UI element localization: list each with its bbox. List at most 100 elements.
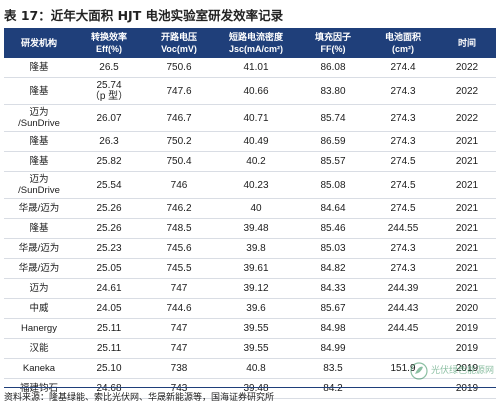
cell-eff: 25.23 (74, 238, 144, 259)
cell-year: 2019 (438, 378, 496, 399)
cell-year: 2019 (438, 358, 496, 379)
cell-jsc: 40.8 (214, 358, 298, 379)
cell-eff: 26.5 (74, 58, 144, 78)
cell-eff: 24.61 (74, 278, 144, 299)
cell-inst: 迈为/SunDrive (4, 171, 74, 199)
table-row: 迈为 24.61 747 39.12 84.33 244.39 2021 (4, 278, 496, 299)
cell-ff: 85.57 (298, 151, 368, 172)
table-body: 隆基 26.5 750.6 41.01 86.08 274.4 2022 隆基 25.74 （p … (4, 58, 496, 399)
cell-ff: 84.2 (298, 378, 368, 399)
cell-area: 274.3 (368, 258, 438, 279)
cell-year: 2021 (438, 218, 496, 239)
table-row: 华晟/迈为 25.26 746.2 40 84.64 274.5 2021 (4, 198, 496, 219)
cell-jsc: 39.48 (214, 218, 298, 239)
cell-year: 2019 (438, 338, 496, 359)
cell-inst: Hanergy (4, 318, 74, 339)
cell-jsc: 39.6 (214, 298, 298, 319)
table-row: 隆基 26.5 750.6 41.01 86.08 274.4 2022 (4, 58, 496, 78)
cell-inst: 隆基 (4, 218, 74, 239)
cell-year: 2021 (438, 278, 496, 299)
table-title: 表 17：近年大面积 HJT 电池实验室研发效率记录 (4, 8, 284, 23)
table-row: 福建钧石 24.68 743 39.48 84.2 2019 (4, 378, 496, 399)
cell-year: 2021 (438, 151, 496, 172)
cell-area: 244.55 (368, 218, 438, 239)
cell-eff: 26.3 (74, 131, 144, 152)
cell-eff: 25.05 (74, 258, 144, 279)
col-header-area: 电池面积 (cm²) (368, 28, 438, 58)
table-row: Hanergy 25.11 747 39.55 84.98 244.45 2019 (4, 318, 496, 339)
cell-voc: 746.7 (144, 104, 214, 132)
cell-ff: 83.80 (298, 77, 368, 105)
leaf-logo-icon (410, 362, 428, 380)
table-row: 华晟/迈为 25.23 745.6 39.8 85.03 274.3 2021 (4, 238, 496, 259)
cell-area: 244.45 (368, 318, 438, 339)
cell-inst: 华晟/迈为 (4, 198, 74, 219)
table-row: 隆基 25.82 750.4 40.2 85.57 274.5 2021 (4, 151, 496, 172)
cell-jsc: 39.55 (214, 338, 298, 359)
cell-jsc: 39.8 (214, 238, 298, 259)
table-row: 迈为/SunDrive 26.07 746.7 40.71 85.74 274.3 2022 (4, 104, 496, 132)
cell-jsc: 40 (214, 198, 298, 219)
cell-jsc: 39.55 (214, 318, 298, 339)
cell-eff: 25.10 (74, 358, 144, 379)
cell-voc: 738 (144, 358, 214, 379)
cell-ff: 84.33 (298, 278, 368, 299)
table-row: 迈为/SunDrive 25.54 746 40.23 85.08 274.5 2021 (4, 171, 496, 199)
cell-jsc: 40.49 (214, 131, 298, 152)
cell-ff: 86.08 (298, 58, 368, 78)
cell-year: 2019 (438, 318, 496, 339)
cell-ff: 84.98 (298, 318, 368, 339)
cell-area (368, 378, 438, 399)
cell-area: 274.3 (368, 131, 438, 152)
table-row: 隆基 26.3 750.2 40.49 86.59 274.3 2021 (4, 131, 496, 152)
cell-area: 244.43 (368, 298, 438, 319)
cell-inst: 隆基 (4, 131, 74, 152)
cell-jsc: 40.66 (214, 77, 298, 105)
cell-eff: 25.11 (74, 338, 144, 359)
cell-eff: 26.07 (74, 104, 144, 132)
source-note: 资料来源：隆基绿能、索比光伏网、华晟新能源等，国海证券研究所 (4, 387, 496, 403)
cell-voc: 744.6 (144, 298, 214, 319)
cell-ff: 84.64 (298, 198, 368, 219)
cell-jsc: 40.2 (214, 151, 298, 172)
cell-voc: 745.5 (144, 258, 214, 279)
cell-area: 274.5 (368, 171, 438, 199)
cell-inst: 隆基 (4, 151, 74, 172)
cell-eff: 25.54 (74, 171, 144, 199)
cell-area: 274.3 (368, 104, 438, 132)
cell-inst: 隆基 (4, 58, 74, 78)
table-row: 华晟/迈为 25.05 745.5 39.61 84.82 274.3 2021 (4, 258, 496, 279)
cell-year: 2021 (438, 198, 496, 219)
cell-voc: 747 (144, 318, 214, 339)
cell-ff: 85.67 (298, 298, 368, 319)
cell-inst: 中威 (4, 298, 74, 319)
cell-eff: 25.26 (74, 218, 144, 239)
col-header-voc: 开路电压 Voc(mV) (144, 28, 214, 58)
col-header-institution: 研发机构 (4, 28, 74, 58)
cell-voc: 747.6 (144, 77, 214, 105)
cell-area: 274.3 (368, 238, 438, 259)
cell-inst: 迈为 (4, 278, 74, 299)
cell-voc: 747 (144, 278, 214, 299)
cell-eff: 24.05 (74, 298, 144, 319)
col-header-ff: 填充因子 FF(%) (298, 28, 368, 58)
cell-jsc: 39.12 (214, 278, 298, 299)
cell-year: 2022 (438, 58, 496, 78)
cell-jsc: 39.48 (214, 378, 298, 399)
cell-ff: 85.08 (298, 171, 368, 199)
cell-year: 2021 (438, 131, 496, 152)
cell-voc: 748.5 (144, 218, 214, 239)
cell-year: 2021 (438, 171, 496, 199)
cell-year: 2022 (438, 104, 496, 132)
cell-ff: 84.99 (298, 338, 368, 359)
cell-voc: 750.4 (144, 151, 214, 172)
cell-year: 2020 (438, 298, 496, 319)
cell-ff: 85.46 (298, 218, 368, 239)
cell-eff: 25.82 (74, 151, 144, 172)
cell-area: 274.5 (368, 151, 438, 172)
cell-voc: 746 (144, 171, 214, 199)
table-row: 隆基 25.74 （p 型） 747.6 40.66 83.80 274.3 2022 (4, 77, 496, 105)
cell-ff: 83.5 (298, 358, 368, 379)
cell-ff: 85.03 (298, 238, 368, 259)
cell-area (368, 338, 438, 359)
